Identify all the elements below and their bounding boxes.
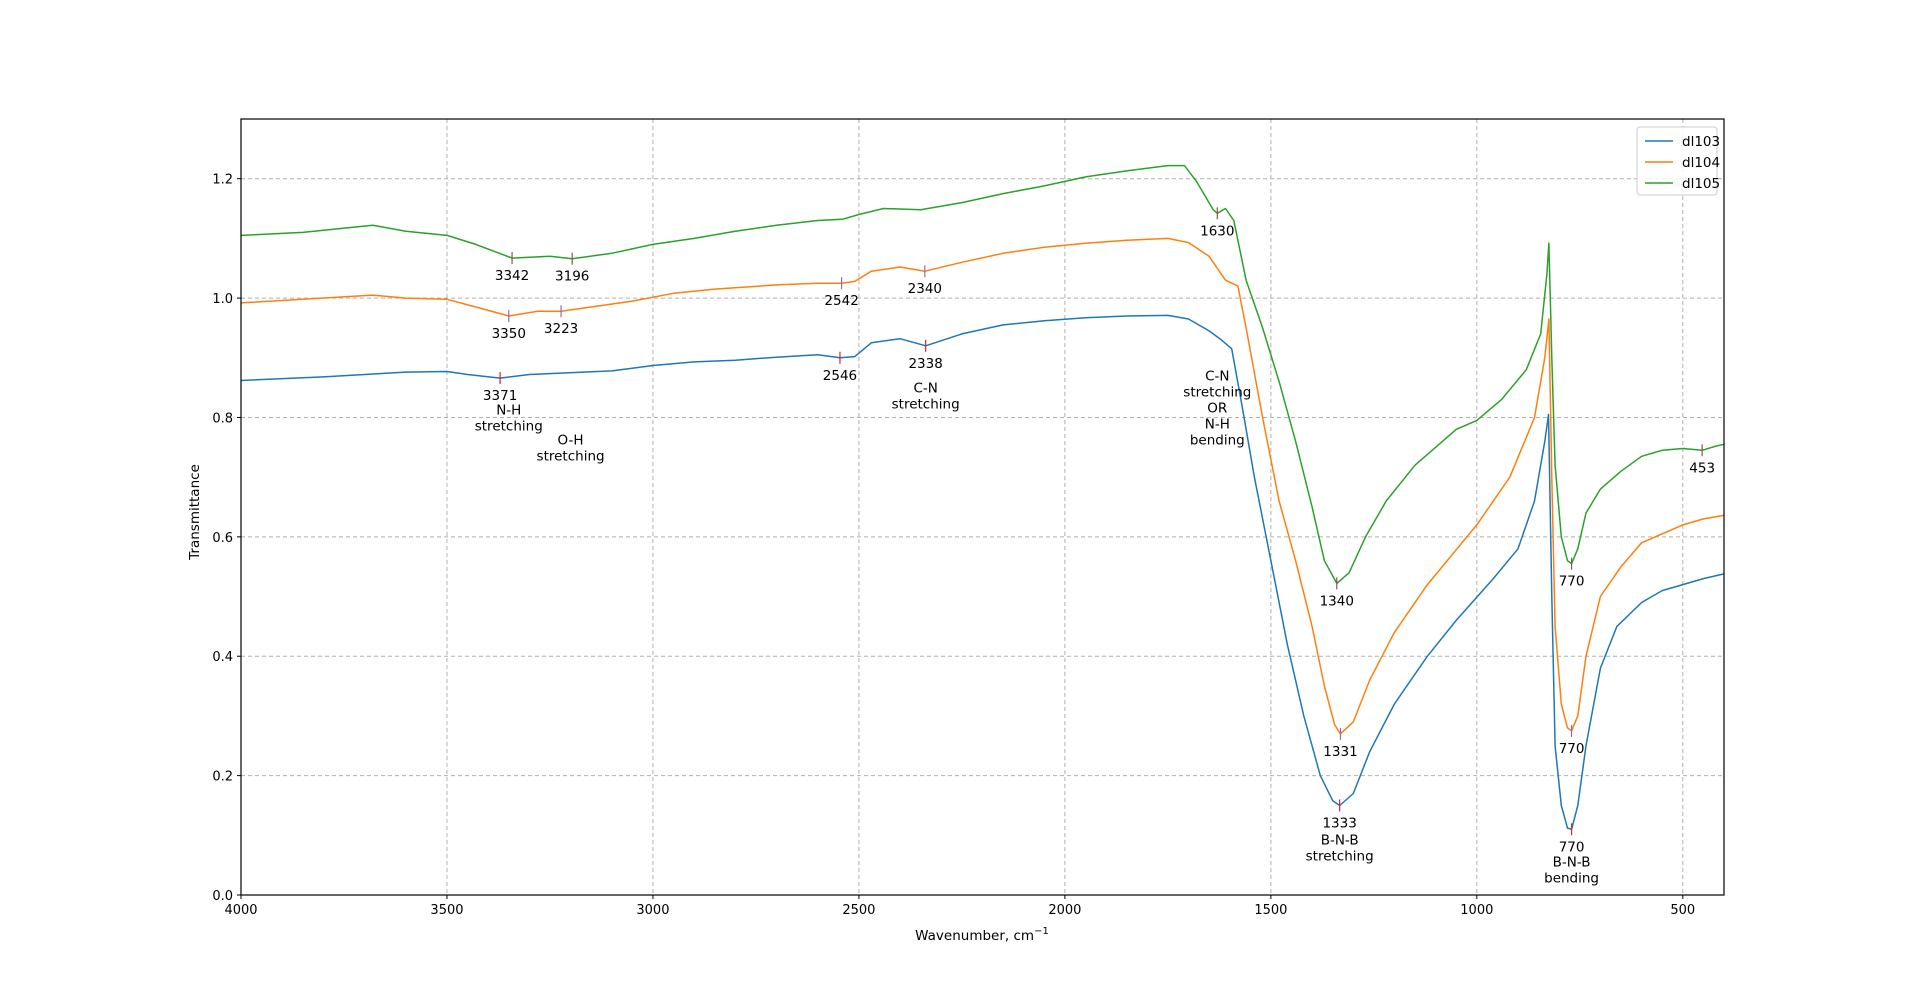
peak-label: 3371 xyxy=(483,388,517,404)
peak-label: 1331 xyxy=(1323,744,1357,760)
y-tick-label: 1.0 xyxy=(212,292,233,307)
x-tick-label: 1500 xyxy=(1254,903,1287,918)
band-assignment-label: stretching xyxy=(1306,848,1374,864)
peak-label: 770 xyxy=(1559,574,1585,590)
peak-label: 2338 xyxy=(908,356,942,372)
band-labels: N-HstretchingO-HstretchingC-NstretchingC… xyxy=(475,368,1599,886)
series-dl103 xyxy=(240,314,1725,831)
y-tick-label: 0.0 xyxy=(212,889,233,904)
band-assignment-label: C-N xyxy=(913,380,937,396)
y-tick-label: 0.2 xyxy=(212,770,233,785)
band-assignment-label: bending xyxy=(1544,870,1599,886)
peak-label: 3342 xyxy=(495,268,529,284)
peak-label: 1340 xyxy=(1320,593,1354,609)
y-tick-label: 0.6 xyxy=(212,531,233,546)
peak-label: 2542 xyxy=(824,293,858,309)
legend-label-dl105: dl105 xyxy=(1682,176,1720,192)
x-tick-label: 3500 xyxy=(430,903,463,918)
peak-label: 770 xyxy=(1559,741,1585,757)
x-axis-ticks: 4000 3500 3000 2500 2000 1500 1000 500 xyxy=(224,895,1695,918)
peak-label: 1630 xyxy=(1200,223,1234,239)
legend-label-dl104: dl104 xyxy=(1682,155,1720,171)
band-assignment-label: N-H xyxy=(496,402,521,418)
band-assignment-label: B-N-B xyxy=(1553,854,1591,870)
y-axis-ticks: 0.0 0.2 0.4 0.6 0.8 1.0 1.2 xyxy=(212,173,241,904)
peak-label: 770 xyxy=(1559,839,1585,855)
legend: dl103 dl104 dl105 xyxy=(1636,126,1720,196)
x-tick-label: 2000 xyxy=(1048,903,1081,918)
grid-lines xyxy=(240,119,1724,896)
series-dl105 xyxy=(240,164,1725,585)
x-tick-label: 4000 xyxy=(224,903,257,918)
band-assignment-label: stretching xyxy=(892,396,960,412)
band-assignment-label: stretching xyxy=(1183,384,1251,400)
peak-label: 2546 xyxy=(823,368,857,384)
peak-label: 1333 xyxy=(1322,815,1356,831)
x-tick-label: 1000 xyxy=(1460,903,1493,918)
peak-label: 3196 xyxy=(555,269,589,285)
band-assignment-label: bending xyxy=(1190,432,1245,448)
band-assignment-label: OR xyxy=(1207,400,1227,416)
series-dl104 xyxy=(240,237,1725,735)
plot-frame xyxy=(240,118,1725,896)
y-tick-label: 1.2 xyxy=(212,173,233,188)
peak-label: 453 xyxy=(1689,460,1715,476)
band-assignment-label: B-N-B xyxy=(1321,832,1359,848)
x-tick-label: 3000 xyxy=(636,903,669,918)
peak-markers xyxy=(499,207,1703,836)
band-assignment-label: stretching xyxy=(475,418,543,434)
peak-label: 3223 xyxy=(544,321,578,337)
y-tick-label: 0.4 xyxy=(212,650,233,665)
band-assignment-label: O-H xyxy=(558,432,584,448)
x-axis-label: Wavenumber, cm−1 xyxy=(915,926,1049,944)
y-tick-label: 0.8 xyxy=(212,411,233,426)
band-assignment-label: stretching xyxy=(537,448,605,464)
series-lines xyxy=(240,164,1725,831)
band-assignment-label: C-N xyxy=(1205,368,1229,384)
legend-box xyxy=(1636,126,1718,196)
peak-label: 2340 xyxy=(908,281,942,297)
x-tick-label: 2500 xyxy=(842,903,875,918)
peak-annotations: 3342 3196 1630 1340 770 453 3350 3223 2542 2340 13… xyxy=(483,223,1715,855)
y-axis-label: Transmittance xyxy=(187,464,203,561)
peak-label: 3350 xyxy=(492,326,526,342)
legend-label-dl103: dl103 xyxy=(1682,134,1720,150)
band-assignment-label: N-H xyxy=(1205,416,1230,432)
x-tick-label: 500 xyxy=(1670,903,1695,918)
